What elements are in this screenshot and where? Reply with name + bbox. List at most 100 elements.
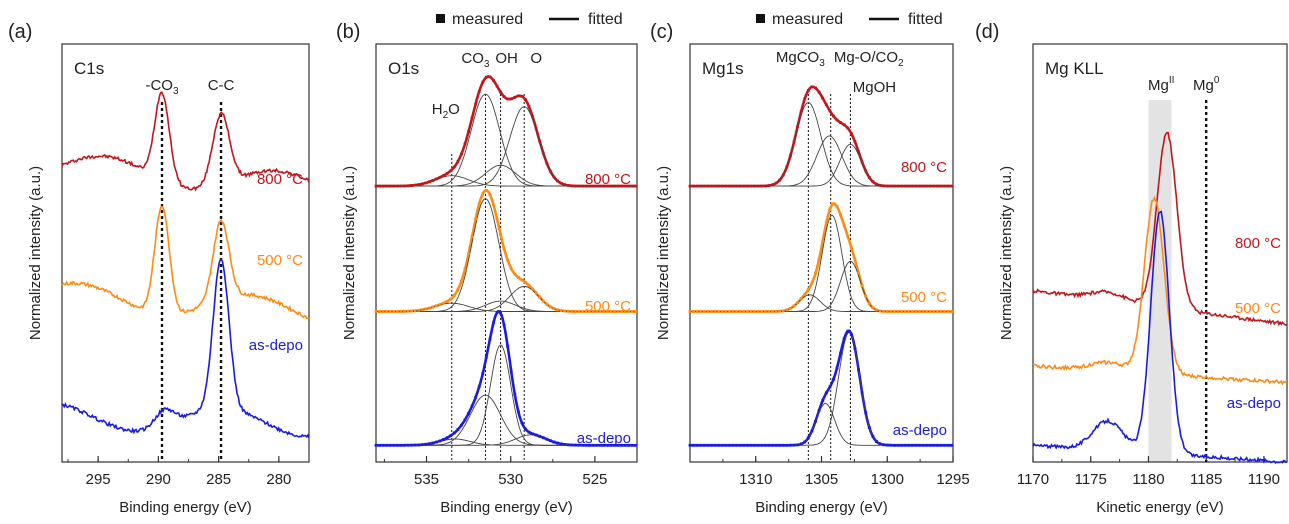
measured-point: [728, 310, 731, 313]
measured-point: [488, 337, 492, 341]
measured-point: [889, 310, 893, 313]
measured-point: [749, 310, 753, 313]
measured-point: [566, 443, 570, 447]
measured-point: [946, 184, 950, 188]
measured-point: [581, 310, 584, 313]
reference-line-label: O: [530, 50, 542, 67]
measured-point: [605, 184, 609, 188]
series-label: as-depo: [249, 337, 303, 354]
measured-point: [745, 184, 749, 188]
measured-point: [502, 323, 506, 327]
measured-point: [616, 443, 620, 447]
measured-point: [928, 310, 932, 313]
measured-point: [481, 372, 485, 375]
measured-point: [378, 443, 381, 447]
panel-1: 295 290 285 280 Binding energy (eV) Normalize…: [27, 43, 310, 516]
measured-point: [492, 321, 495, 325]
measured-point: [534, 127, 538, 131]
measured-point: [467, 130, 470, 134]
reference-line-label: C-C: [208, 77, 235, 94]
measured-point: [835, 205, 839, 208]
measured-point: [763, 184, 767, 188]
measured-point: [724, 443, 728, 447]
measured-point: [477, 90, 481, 93]
measured-point: [936, 310, 939, 313]
measured-point: [595, 443, 599, 447]
measured-point: [875, 182, 878, 186]
shaded-region-label: MgII: [1148, 75, 1174, 94]
measured-point: [385, 310, 389, 313]
measured-point: [477, 202, 481, 206]
measured-point: [616, 310, 620, 313]
measured-point: [885, 184, 889, 188]
measured-point: [824, 391, 828, 395]
measured-point: [581, 184, 584, 188]
measured-point: [563, 309, 567, 313]
measured-point: [417, 443, 421, 447]
measured-point: [753, 184, 756, 188]
measured-point: [620, 443, 623, 447]
measured-point: [381, 184, 385, 188]
measured-point: [893, 310, 896, 313]
measured-point: [616, 184, 620, 188]
measured-point: [613, 443, 616, 447]
measured-point: [506, 97, 510, 101]
series-label: 500 °C: [1235, 300, 1281, 317]
measured-point: [563, 183, 567, 187]
measured-point: [702, 443, 706, 447]
measured-point: [477, 385, 481, 389]
measured-point: [767, 443, 771, 447]
measured-point: [470, 404, 474, 408]
measured-point: [706, 310, 710, 313]
legend-measured-marker: [436, 14, 445, 23]
measured-point: [591, 184, 595, 188]
measured-point: [767, 310, 771, 313]
measured-point: [559, 442, 563, 446]
panel-title: Mg KLL: [1045, 59, 1104, 78]
measured-point: [692, 443, 695, 447]
series-label: as-depo: [893, 422, 947, 439]
measured-point: [488, 75, 492, 79]
series-label: 500 °C: [257, 252, 303, 269]
measured-point: [824, 221, 828, 225]
measured-point: [424, 307, 428, 311]
measured-point: [488, 193, 492, 196]
measured-point: [882, 309, 886, 313]
x-axis-label: Binding energy (eV): [440, 499, 573, 516]
measured-point: [484, 189, 488, 192]
measured-point: [531, 432, 534, 436]
measured-point: [395, 184, 399, 188]
measured-point: [889, 184, 893, 188]
measured-point: [832, 377, 835, 381]
measured-point: [821, 96, 825, 100]
measured-point: [914, 443, 918, 447]
measured-point: [417, 183, 421, 186]
measured-point: [806, 436, 810, 440]
measured-point: [445, 436, 449, 440]
measured-point: [928, 443, 932, 447]
plot-frame: [375, 43, 638, 463]
measured-point: [900, 443, 903, 447]
measured-point: [427, 306, 431, 310]
measured-point: [713, 310, 717, 313]
measured-point: [502, 247, 506, 251]
measured-point: [538, 139, 542, 143]
measured-point: [591, 443, 595, 447]
measured-point: [474, 217, 478, 221]
measured-point: [545, 161, 549, 165]
measured-point: [875, 440, 878, 443]
measured-point: [598, 310, 602, 313]
measured-point: [903, 184, 907, 188]
reference-line-label: MgOH: [853, 79, 896, 96]
measured-point: [706, 184, 710, 188]
series-label: 800 °C: [585, 171, 631, 188]
measured-point: [463, 267, 467, 271]
y-axis-label: Normalized intensity (a.u.): [998, 166, 1015, 340]
measured-point: [893, 443, 896, 447]
x-tick-label: 1175: [1075, 471, 1107, 488]
legend-fitted: fitted: [908, 11, 943, 28]
measured-point: [573, 184, 577, 188]
measured-point: [438, 175, 442, 179]
measured-point: [374, 184, 378, 188]
measured-point: [914, 184, 918, 188]
